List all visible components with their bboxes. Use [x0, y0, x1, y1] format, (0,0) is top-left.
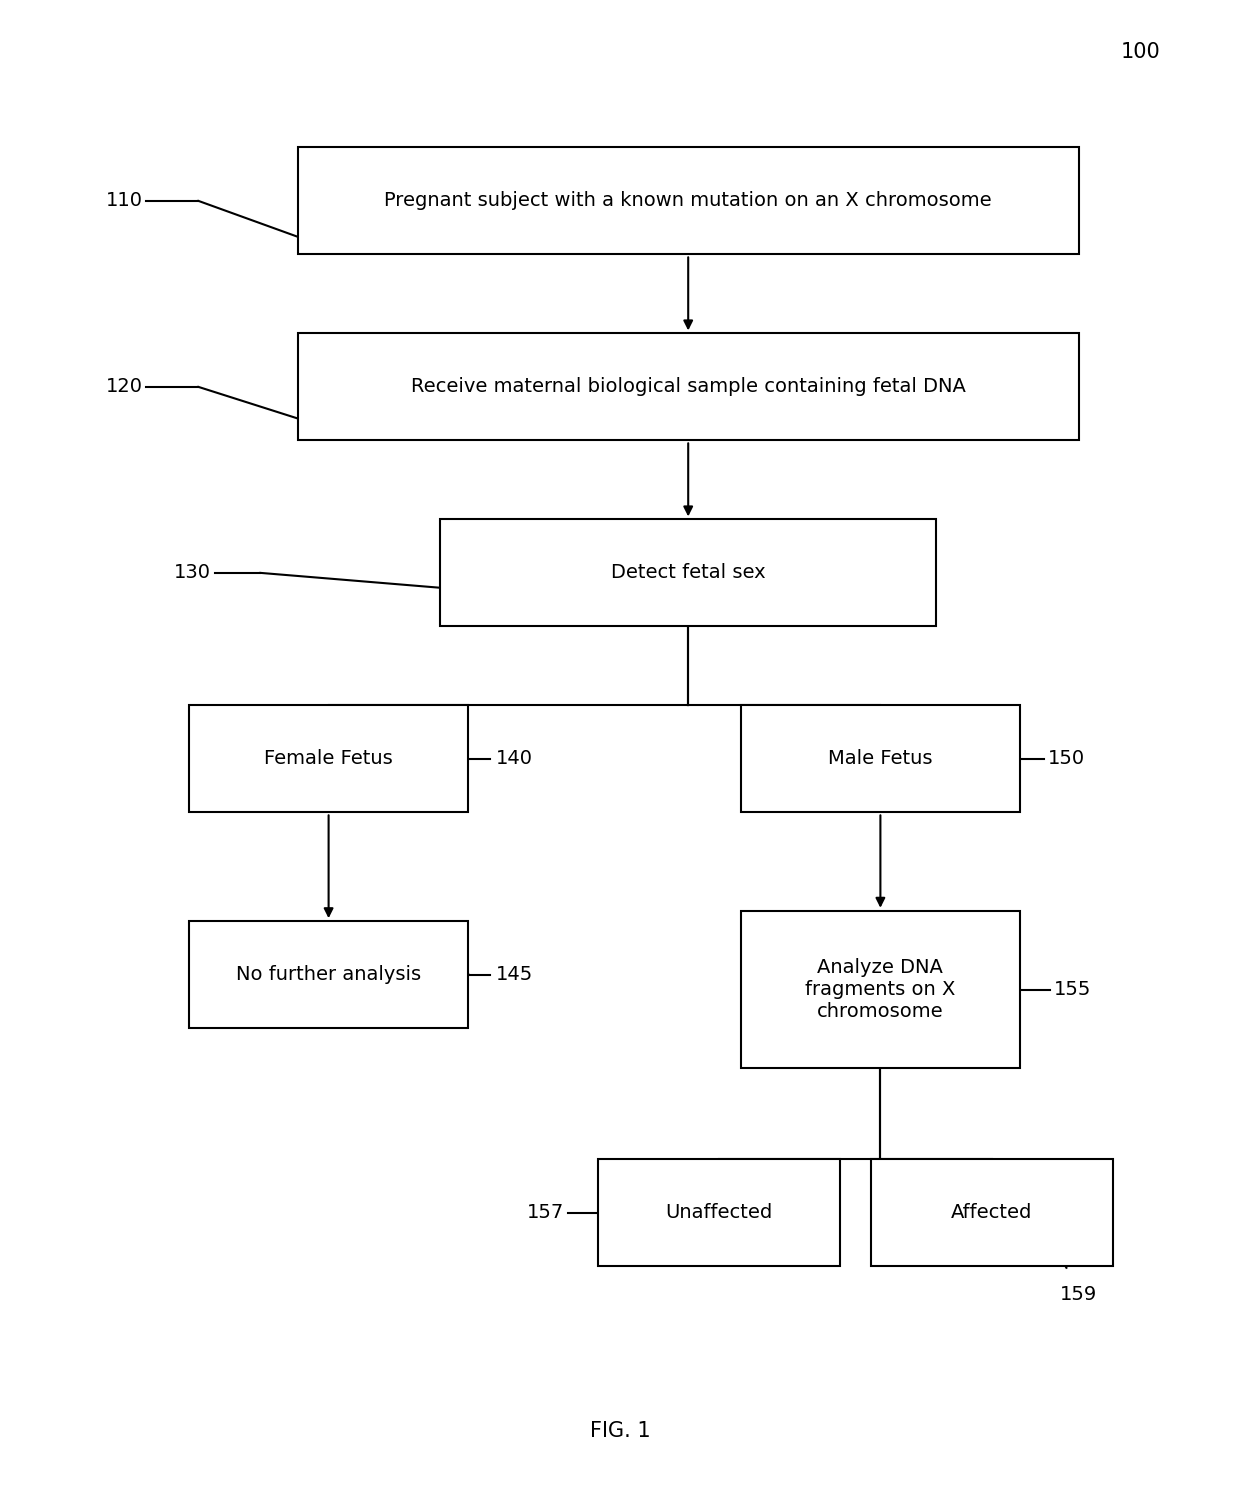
Text: Detect fetal sex: Detect fetal sex — [611, 564, 765, 582]
FancyBboxPatch shape — [190, 921, 469, 1028]
Text: Unaffected: Unaffected — [666, 1204, 773, 1222]
Text: Affected: Affected — [951, 1204, 1033, 1222]
Text: Receive maternal biological sample containing fetal DNA: Receive maternal biological sample conta… — [410, 378, 966, 396]
FancyBboxPatch shape — [440, 519, 936, 626]
FancyBboxPatch shape — [870, 1159, 1112, 1266]
FancyBboxPatch shape — [298, 333, 1079, 440]
Text: Analyze DNA
fragments on X
chromosome: Analyze DNA fragments on X chromosome — [805, 958, 956, 1021]
FancyBboxPatch shape — [298, 147, 1079, 254]
FancyBboxPatch shape — [740, 911, 1019, 1067]
Text: Pregnant subject with a known mutation on an X chromosome: Pregnant subject with a known mutation o… — [384, 192, 992, 210]
Text: Female Fetus: Female Fetus — [264, 750, 393, 768]
Text: 145: 145 — [496, 966, 533, 984]
Text: 155: 155 — [1054, 981, 1091, 998]
Text: 150: 150 — [1048, 750, 1085, 768]
Text: 130: 130 — [174, 564, 211, 582]
Text: 140: 140 — [496, 750, 533, 768]
FancyBboxPatch shape — [740, 705, 1019, 812]
Text: 110: 110 — [105, 192, 143, 210]
Text: 120: 120 — [105, 378, 143, 396]
Text: 159: 159 — [1060, 1286, 1097, 1303]
Text: 157: 157 — [527, 1204, 564, 1222]
Text: Male Fetus: Male Fetus — [828, 750, 932, 768]
FancyBboxPatch shape — [190, 705, 469, 812]
FancyBboxPatch shape — [598, 1159, 841, 1266]
Text: No further analysis: No further analysis — [236, 966, 422, 984]
Text: 100: 100 — [1121, 42, 1161, 62]
Text: FIG. 1: FIG. 1 — [590, 1421, 650, 1442]
